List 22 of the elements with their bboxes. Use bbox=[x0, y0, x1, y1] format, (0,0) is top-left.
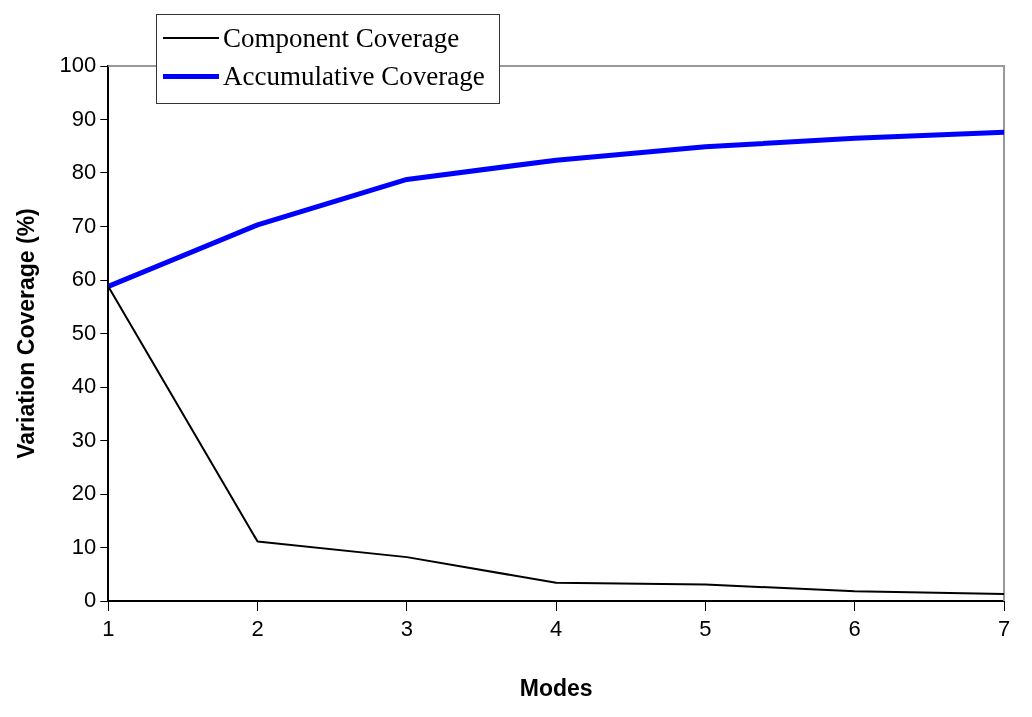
y-tick-label: 10 bbox=[71, 533, 97, 559]
x-tick-label: 6 bbox=[848, 616, 861, 642]
y-tick-label: 90 bbox=[71, 105, 97, 131]
x-tick-label: 1 bbox=[102, 616, 115, 642]
y-tick-label: 40 bbox=[71, 373, 97, 399]
y-tick-label: 70 bbox=[71, 212, 97, 238]
x-axis-title: Modes bbox=[519, 674, 593, 701]
y-tick-label: 50 bbox=[71, 319, 97, 345]
y-tick-label: 60 bbox=[71, 266, 97, 292]
y-tick-label: 20 bbox=[71, 480, 97, 506]
x-tick-label: 4 bbox=[550, 616, 563, 642]
y-tick-label: 100 bbox=[59, 52, 97, 78]
y-tick-label: 30 bbox=[71, 426, 97, 452]
x-tick-label: 3 bbox=[400, 616, 413, 642]
legend-label: Accumulative Coverage bbox=[223, 60, 485, 92]
legend-label: Component Coverage bbox=[223, 22, 460, 54]
x-tick-label: 2 bbox=[251, 616, 264, 642]
y-axis-title: Variation Coverage (%) bbox=[13, 208, 40, 459]
x-tick-label: 7 bbox=[997, 616, 1011, 642]
y-tick-label: 0 bbox=[84, 587, 97, 613]
x-tick-label: 5 bbox=[699, 616, 712, 642]
y-tick-label: 80 bbox=[71, 159, 97, 185]
